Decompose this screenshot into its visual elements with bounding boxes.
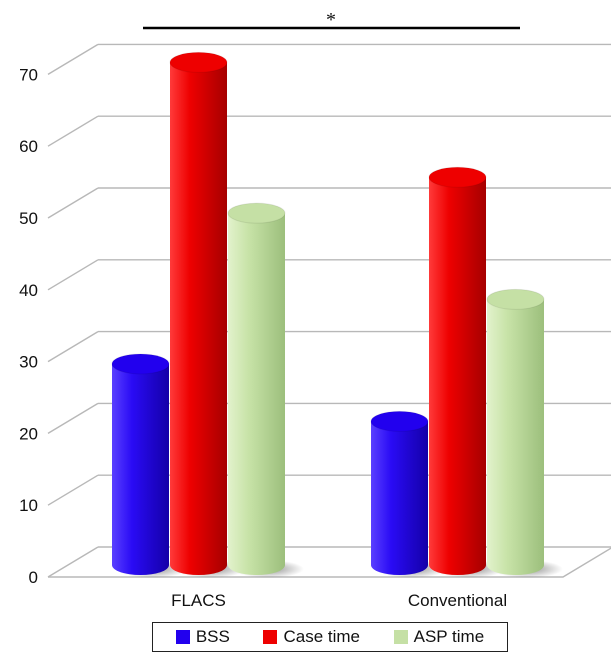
significance-star: * [326,9,336,31]
y-tick-label: 10 [19,496,38,515]
bar-case-time-conventional [428,166,505,578]
bar-body [112,363,169,575]
gridline-depth [47,115,99,147]
legend-item: Case time [263,627,360,647]
y-tick-label: 40 [19,281,38,300]
legend-item: ASP time [393,627,485,647]
legend-label: Case time [283,627,360,646]
bar-cap [227,202,286,224]
y-tick-label: 30 [19,353,38,372]
y-tick-label: 20 [19,424,38,443]
bar-cap [486,288,545,310]
gridline-depth [47,330,99,363]
legend-label: BSS [195,627,230,646]
legend-swatch [393,630,408,644]
legend-item: BSS [175,627,230,647]
gridline-depth [47,187,99,219]
gridline-depth [47,546,99,578]
gridline-depth [47,43,99,76]
bar-body [371,421,428,575]
y-tick-label: 60 [19,137,38,156]
bar-asp-time-conventional [486,288,563,578]
gridline-depth [47,402,99,435]
bar-bss-flacs [111,353,188,578]
bar-cap [428,166,487,188]
x-category-label: Conventional [408,591,507,610]
y-tick-label: 0 [29,568,38,587]
bar-body [429,177,486,575]
bar-body [228,213,285,575]
bar-cap [370,410,429,432]
x-category-label: FLACS [171,591,226,610]
y-tick-label: 70 [19,65,38,84]
legend-swatch [175,630,190,644]
legend-swatch [263,630,278,644]
legend: BSS Case time ASP time [152,622,508,652]
y-tick-label: 50 [19,209,38,228]
gridline-depth [47,474,99,506]
bar-cap [111,353,170,375]
gridline-depth [47,259,99,291]
bar-body [170,62,227,575]
legend-label: ASP time [413,627,485,646]
bar-body [487,299,544,575]
bar-asp-time-flacs [227,202,304,578]
bar-cap [169,51,228,73]
